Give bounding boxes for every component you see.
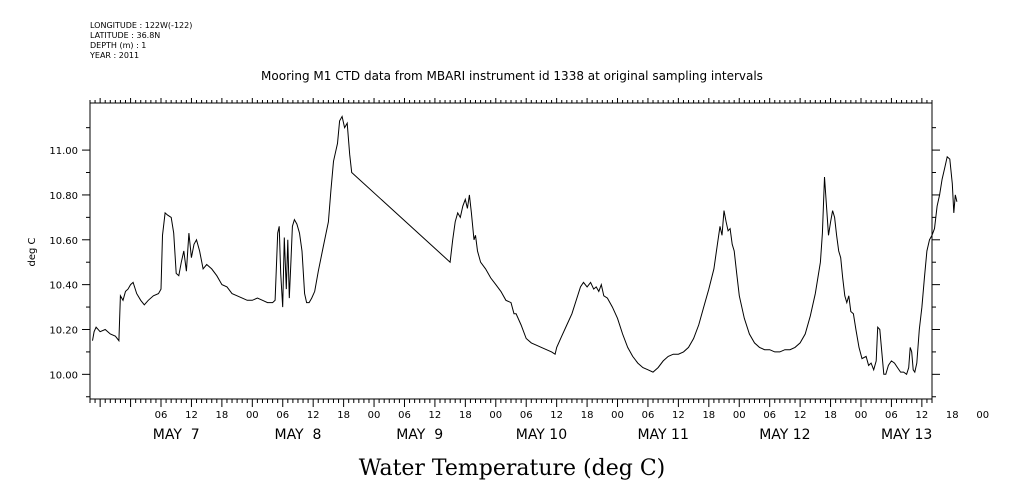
x-hour-label: 06 (763, 410, 776, 421)
x-hour-label: 18 (216, 410, 229, 421)
y-tick-labels: 10.00 10.20 10.40 10.60 10.80 11.00 (49, 146, 78, 381)
x-day-label: MAY 13 (881, 427, 932, 443)
x-hour-label: 18 (581, 410, 594, 421)
x-day-label: MAY 7 (153, 427, 200, 443)
x-hour-label: 06 (520, 410, 533, 421)
longitude-label: LONGITUDE : 122W(-122) (90, 21, 193, 30)
x-hour-label: 06 (155, 410, 168, 421)
y-tick-label: 10.80 (49, 191, 78, 202)
x-hour-label: 00 (489, 410, 502, 421)
x-hour-label: 06 (276, 410, 289, 421)
x-hour-label: 18 (702, 410, 715, 421)
x-axis-label: Water Temperature (deg C) (359, 456, 666, 481)
plot-frame (89, 102, 933, 400)
x-hour-label: 12 (307, 410, 320, 421)
x-hour-label: 00 (976, 410, 989, 421)
depth-label: DEPTH (m) : 1 (90, 41, 147, 50)
y-tick-label: 10.00 (49, 370, 78, 381)
x-day-label: MAY 10 (516, 427, 567, 443)
year-label: YEAR : 2011 (90, 51, 140, 60)
y-tick-label: 10.60 (49, 236, 78, 247)
x-hour-label: 00 (733, 410, 746, 421)
x-hour-label: 00 (855, 410, 868, 421)
y-tick-label: 10.20 (49, 325, 78, 336)
x-hour-label: 06 (642, 410, 655, 421)
x-hour-label: 12 (429, 410, 442, 421)
x-hour-label: 12 (794, 410, 807, 421)
x-hour-label: 18 (459, 410, 472, 421)
y-tick-label: 10.40 (49, 281, 78, 292)
day-labels: MAY 7 MAY 8 MAY 9 MAY 10 MAY 11 MAY 12 MAY 13 (153, 427, 933, 443)
x-hour-label: 00 (611, 410, 624, 421)
x-hour-label: 12 (185, 410, 198, 421)
x-hour-label: 00 (246, 410, 259, 421)
latitude-label: LATITUDE : 36.8N (90, 31, 161, 40)
x-tick-labels: 06 12 18 00 06 12 18 00 06 12 18 00 06 12 18 00 06 12 18 00… (155, 410, 989, 421)
x-hour-label: 12 (672, 410, 685, 421)
y-tick-label: 11.00 (49, 146, 78, 157)
x-hour-label: 00 (368, 410, 381, 421)
x-day-label: MAY 12 (759, 427, 810, 443)
x-hour-label: 18 (337, 410, 350, 421)
metadata-block: LONGITUDE : 122W(-122) LATITUDE : 36.8N … (90, 21, 192, 61)
x-hour-label: 12 (915, 410, 928, 421)
x-hour-label: 06 (398, 410, 411, 421)
x-hour-label: 12 (550, 410, 563, 421)
ticks-layer (82, 98, 940, 407)
y-axis-label: deg C (27, 237, 38, 266)
x-day-label: MAY 11 (637, 427, 688, 443)
x-hour-label: 18 (824, 410, 837, 421)
x-day-label: MAY 8 (274, 427, 321, 443)
temperature-series-line (92, 115, 958, 376)
chart-title: Mooring M1 CTD data from MBARI instrumen… (261, 69, 763, 83)
x-day-label: MAY 9 (396, 427, 443, 443)
x-hour-label: 06 (885, 410, 898, 421)
x-hour-label: 18 (946, 410, 959, 421)
